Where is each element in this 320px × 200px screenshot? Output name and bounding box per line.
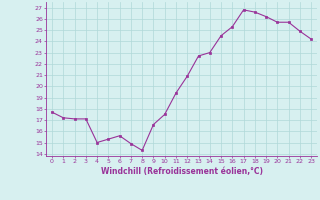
X-axis label: Windchill (Refroidissement éolien,°C): Windchill (Refroidissement éolien,°C) xyxy=(100,167,263,176)
